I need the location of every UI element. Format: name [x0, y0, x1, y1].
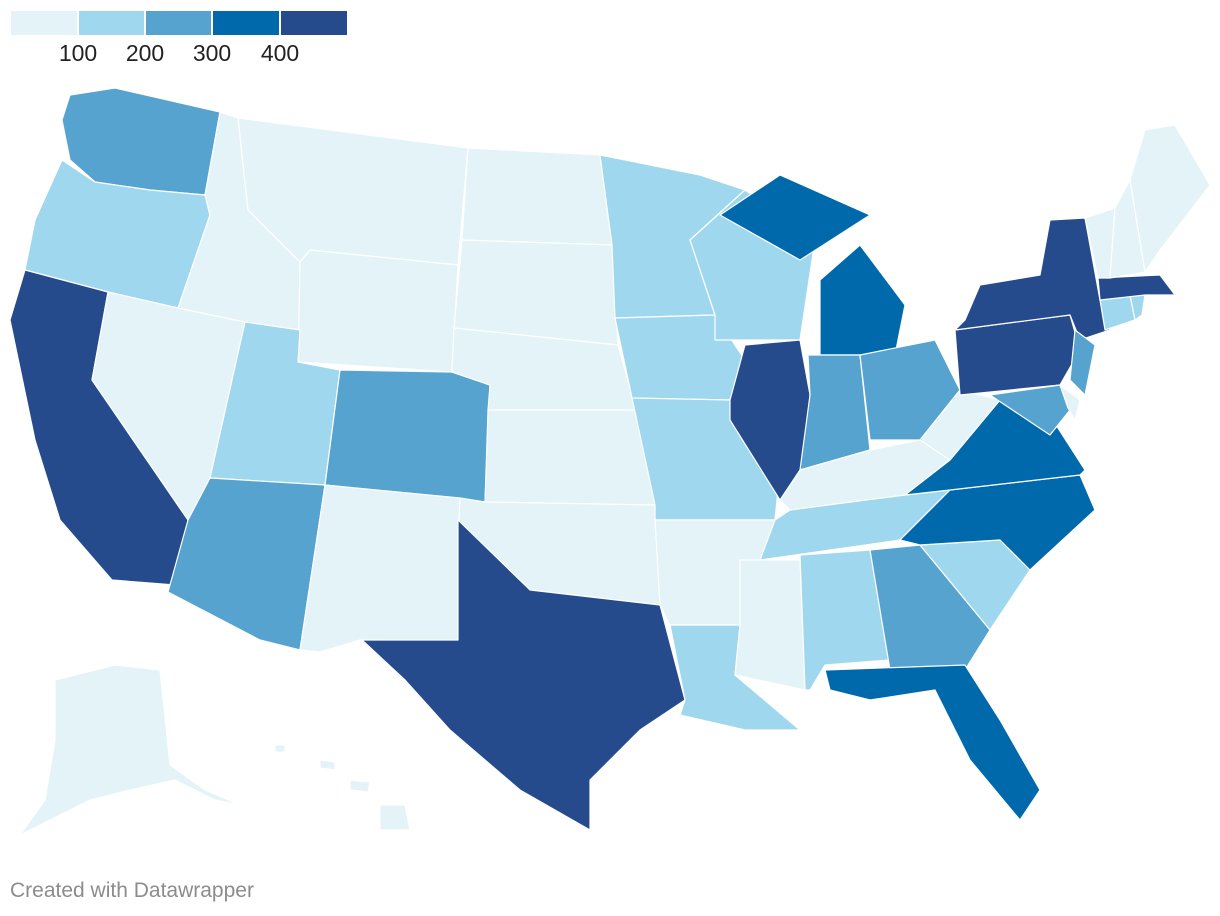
state-nm[interactable]	[299, 484, 461, 653]
state-ak[interactable]	[19, 664, 241, 836]
legend-swatch-bin-3	[145, 10, 212, 36]
state-nj[interactable]	[1069, 329, 1096, 396]
state-ct[interactable]	[1099, 294, 1136, 331]
state-mi[interactable]	[719, 174, 906, 356]
state-de[interactable]	[1059, 384, 1081, 421]
color-legend: 100 200 300 400	[10, 10, 350, 70]
legend-swatch-bin-4	[212, 10, 280, 36]
datawrapper-credit: Created with Datawrapper	[10, 879, 254, 902]
legend-label-300: 300	[192, 40, 232, 66]
legend-swatch-bin-1	[10, 10, 78, 36]
state-ma[interactable]	[1097, 274, 1176, 301]
state-ms[interactable]	[734, 559, 806, 691]
legend-swatch-bin-2	[78, 10, 145, 36]
state-fl[interactable]	[824, 664, 1041, 821]
state-nd[interactable]	[461, 147, 613, 246]
state-ks[interactable]	[484, 409, 656, 506]
state-sd[interactable]	[453, 239, 619, 346]
legend-label-400: 400	[260, 40, 300, 66]
legend-label-200: 200	[125, 40, 165, 66]
legend-swatch-bin-5	[280, 10, 348, 36]
state-ga[interactable]	[869, 544, 991, 671]
state-wy[interactable]	[297, 249, 459, 373]
legend-label-100: 100	[58, 40, 98, 66]
state-hi[interactable]	[274, 744, 411, 831]
state-co[interactable]	[324, 369, 491, 503]
state-me[interactable]	[1129, 124, 1211, 273]
